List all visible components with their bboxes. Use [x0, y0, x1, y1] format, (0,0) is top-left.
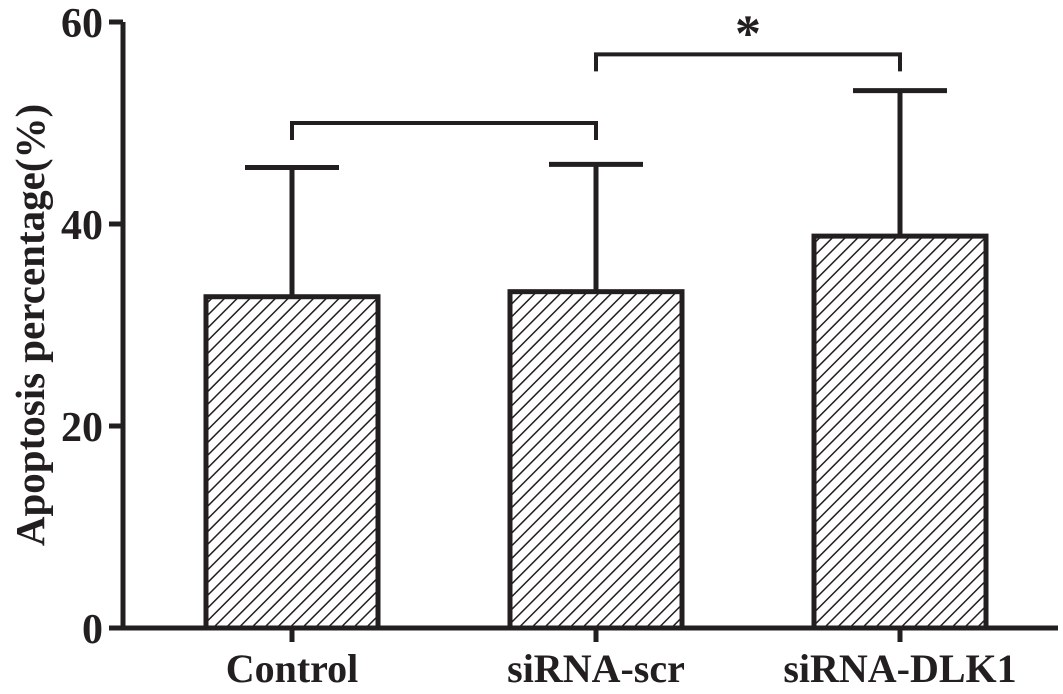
y-tick-label: 40: [61, 203, 103, 249]
x-category-label: siRNA-scr: [507, 646, 685, 691]
significance-bracket: [290, 121, 598, 140]
bar-sirna-dlk1: [811, 233, 989, 631]
y-tick-label: 0: [82, 607, 103, 653]
bars-group: [203, 233, 989, 631]
significance-asterisk: *: [735, 5, 761, 62]
x-category-label: Control: [226, 646, 359, 691]
y-tick-label: 20: [61, 405, 103, 451]
x-category-label: siRNA-DLK1: [783, 646, 1016, 691]
bar-sirna-scr: [507, 289, 685, 631]
error-bars-group: [245, 88, 947, 297]
y-axis: 0 20 40 60: [61, 1, 126, 653]
category-labels: Control siRNA-scr siRNA-DLK1: [226, 646, 1017, 691]
y-tick-label: 60: [61, 1, 103, 47]
y-axis-title: Apoptosis percentage(%): [7, 104, 53, 546]
significance-bracket: [594, 52, 902, 72]
significance-brackets: *: [290, 5, 902, 140]
bar-control: [203, 294, 381, 631]
